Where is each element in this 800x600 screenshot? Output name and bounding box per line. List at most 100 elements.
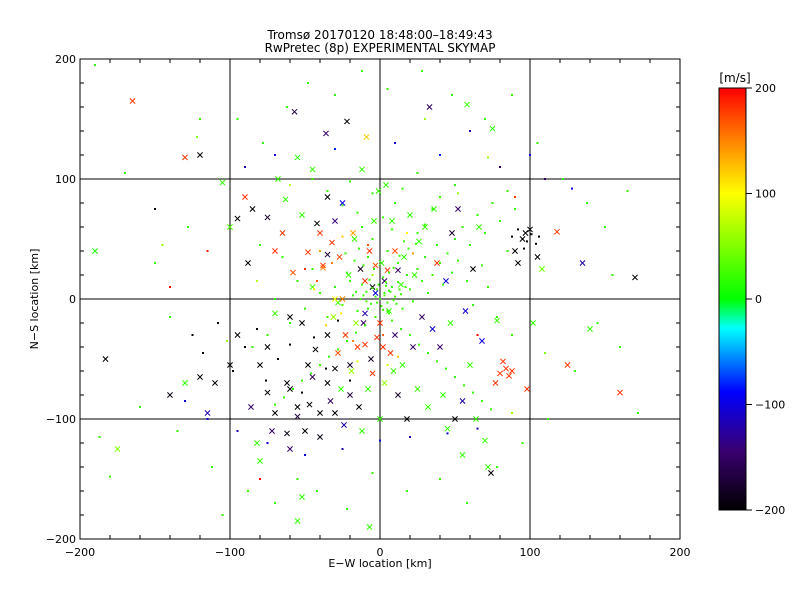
- data-point-dot: [427, 352, 429, 354]
- data-point-dot: [536, 142, 539, 144]
- data-point-x: [464, 101, 470, 108]
- data-point-x: [512, 248, 518, 254]
- data-point-dot: [370, 302, 372, 305]
- data-point-x: [459, 398, 466, 404]
- data-point-dot: [544, 178, 546, 180]
- data-point-dot: [382, 308, 384, 311]
- x-tick-label: −200: [65, 546, 95, 559]
- data-point-dot: [341, 204, 344, 207]
- data-point-dot: [206, 418, 209, 420]
- data-point-x: [476, 224, 482, 230]
- data-point-dot: [406, 232, 408, 234]
- data-point-x: [366, 524, 373, 530]
- data-point-x: [362, 310, 368, 317]
- data-point-dot: [374, 316, 377, 318]
- data-point-dot: [296, 478, 299, 480]
- data-point-x: [522, 230, 529, 236]
- data-point-dot: [256, 280, 258, 282]
- data-point-dot: [202, 352, 204, 354]
- data-point-x: [272, 310, 278, 317]
- data-point-dot: [481, 400, 483, 402]
- data-point-dot: [362, 294, 365, 297]
- data-point-x: [92, 248, 98, 254]
- data-point-x: [234, 332, 241, 338]
- data-point-dot: [442, 283, 444, 286]
- data-point-dot: [421, 280, 423, 282]
- data-point-dot: [412, 300, 414, 303]
- data-point-dot: [247, 490, 249, 492]
- data-point-dot: [472, 304, 474, 306]
- data-point-x: [338, 386, 344, 392]
- data-point-dot: [400, 293, 402, 296]
- data-point-dot: [547, 418, 549, 420]
- data-point-x: [204, 410, 211, 416]
- data-point-x: [294, 413, 301, 420]
- data-point-x: [374, 334, 380, 341]
- data-point-x: [245, 260, 251, 266]
- data-point-dot: [398, 288, 401, 291]
- data-point-dot: [364, 324, 366, 327]
- data-point-dot: [341, 304, 344, 306]
- data-point-dot: [307, 82, 309, 84]
- data-point-dot: [439, 262, 441, 264]
- data-point-dot: [523, 247, 525, 250]
- data-point-dot: [535, 242, 537, 245]
- data-point-dot: [604, 226, 606, 228]
- chart-subtitle: RwPretec (8p) EXPERIMENTAL SKYMAP: [265, 41, 496, 55]
- data-point-x: [386, 308, 392, 314]
- data-point-dot: [361, 283, 363, 286]
- data-point-dot: [389, 290, 392, 293]
- data-point-x: [332, 410, 338, 416]
- scatter-points: [92, 64, 639, 530]
- data-point-dot: [301, 391, 303, 394]
- chart-title: Tromsø 20170120 18:48:00–18:49:43: [266, 28, 492, 42]
- colorbar: [m/s] 200 100 0 −100 −200: [718, 71, 785, 517]
- data-point-dot: [283, 396, 285, 399]
- data-point-x: [305, 362, 311, 368]
- data-point-dot: [457, 259, 459, 262]
- data-point-x: [309, 166, 316, 173]
- data-point-x: [305, 249, 311, 256]
- data-point-x: [299, 212, 305, 218]
- data-point-x: [249, 206, 256, 212]
- data-point-x: [366, 248, 373, 254]
- data-point-dot: [380, 305, 383, 308]
- data-point-dot: [346, 271, 348, 274]
- colorbar-tick-label: −100: [755, 399, 785, 412]
- data-point-x: [312, 346, 319, 353]
- data-point-x: [587, 326, 593, 332]
- data-point-x: [369, 370, 376, 377]
- data-point-dot: [94, 64, 96, 66]
- data-point-dot: [328, 355, 330, 358]
- data-point-dot: [514, 208, 516, 210]
- data-point-dot: [454, 184, 456, 186]
- data-point-dot: [416, 268, 419, 270]
- data-point-dot: [427, 292, 429, 294]
- data-point-x: [264, 344, 271, 350]
- data-point-x: [482, 437, 488, 444]
- data-point-x: [254, 440, 260, 446]
- data-point-dot: [355, 331, 357, 334]
- data-point-x: [416, 238, 422, 245]
- data-point-dot: [511, 94, 513, 96]
- data-point-dot: [319, 250, 321, 252]
- data-point-x: [422, 224, 428, 230]
- data-point-x: [287, 314, 293, 320]
- data-point-dot: [319, 292, 321, 294]
- data-point-dot: [367, 307, 369, 310]
- data-point-x: [492, 380, 499, 386]
- data-point-dot: [221, 514, 224, 516]
- data-point-dot: [334, 94, 336, 96]
- data-point-x: [462, 308, 469, 314]
- data-point-dot: [316, 280, 318, 282]
- data-point-dot: [259, 244, 261, 246]
- data-point-x: [339, 200, 346, 206]
- data-point-dot: [319, 364, 321, 366]
- data-point-dot: [391, 286, 393, 288]
- data-point-dot: [446, 252, 449, 255]
- data-point-dot: [313, 336, 315, 339]
- data-point-dot: [124, 172, 126, 174]
- data-point-dot: [362, 264, 365, 267]
- data-point-x: [294, 518, 301, 524]
- data-point-dot: [281, 256, 284, 258]
